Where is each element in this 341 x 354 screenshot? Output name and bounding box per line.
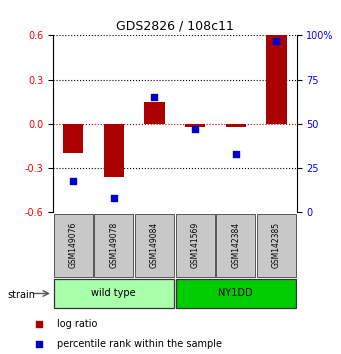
- Text: log ratio: log ratio: [57, 319, 97, 329]
- Bar: [54, 280, 174, 308]
- Text: GSM149078: GSM149078: [109, 222, 118, 268]
- Text: GSM141569: GSM141569: [191, 222, 199, 268]
- Bar: [257, 214, 296, 276]
- Text: percentile rank within the sample: percentile rank within the sample: [57, 339, 222, 349]
- Point: [233, 151, 238, 157]
- Text: wild type: wild type: [91, 288, 136, 298]
- Bar: [266, 35, 286, 124]
- Text: GSM142385: GSM142385: [272, 222, 281, 268]
- Text: GSM149076: GSM149076: [69, 222, 78, 268]
- Bar: [63, 124, 83, 153]
- Bar: [94, 214, 133, 276]
- Point: [192, 126, 198, 132]
- Title: GDS2826 / 108c11: GDS2826 / 108c11: [116, 20, 234, 33]
- Bar: [176, 214, 214, 276]
- Bar: [176, 280, 296, 308]
- Text: NY1DD: NY1DD: [218, 288, 253, 298]
- Point: [111, 195, 117, 201]
- Bar: [54, 214, 93, 276]
- Bar: [104, 124, 124, 177]
- Bar: [185, 124, 205, 127]
- Text: GSM142384: GSM142384: [231, 222, 240, 268]
- Bar: [144, 102, 165, 124]
- Point: [71, 178, 76, 183]
- Text: GSM149084: GSM149084: [150, 222, 159, 268]
- Point: [152, 95, 157, 100]
- Bar: [225, 124, 246, 127]
- Point: [273, 38, 279, 44]
- Bar: [216, 214, 255, 276]
- Text: strain: strain: [8, 290, 35, 299]
- Bar: [135, 214, 174, 276]
